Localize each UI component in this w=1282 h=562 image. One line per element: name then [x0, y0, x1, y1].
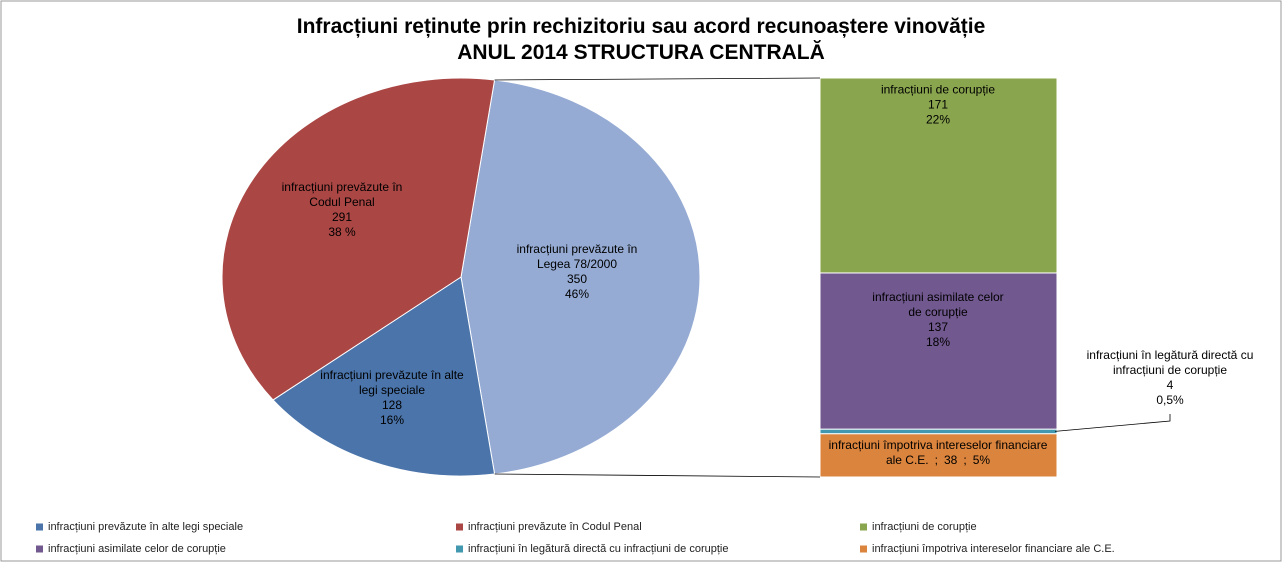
connector	[494, 473, 821, 478]
legend-swatch	[456, 545, 463, 553]
pie-slice	[460, 79, 701, 475]
legend-label: infracțiuni prevăzute în alte legi speci…	[48, 521, 243, 533]
label-separator: ;	[934, 453, 938, 467]
label-percent: 22%	[925, 112, 951, 127]
chart-subtitle: ANUL 2014 STRUCTURA CENTRALĂ	[457, 41, 825, 64]
data-label: infracțiuni de corupție 171 22%	[828, 83, 1048, 128]
connector	[494, 77, 821, 81]
leader-line	[1054, 414, 1171, 432]
label-value: 4	[1166, 378, 1174, 392]
data-label: infracțiuni prevăzute în alte legi speci…	[317, 368, 467, 428]
data-label: infracțiuni împotriva intereselor financ…	[823, 438, 1053, 468]
bar-segment	[819, 272, 1058, 430]
bar-segment	[819, 428, 1058, 435]
label-name: infracțiuni prevăzute în Codul Penal	[281, 180, 403, 209]
data-label: infracțiuni asimilate celor de corupție 1…	[868, 290, 1008, 350]
label-value: 350	[566, 272, 588, 286]
label-value: 171	[927, 97, 949, 112]
label-percent: 0,5%	[1156, 393, 1184, 407]
data-label: infracțiuni prevăzute în Legea 78/2000 35…	[502, 242, 652, 302]
label-value: 137	[927, 320, 949, 334]
legend-label: infracțiuni prevăzute în Codul Penal	[468, 521, 642, 533]
bar-segment	[819, 77, 1058, 274]
label-percent: 18%	[925, 335, 951, 349]
label-name: infracțiuni împotriva intereselor financ…	[828, 438, 1048, 467]
label-value: 38	[943, 453, 958, 467]
legend-label: infracțiuni de corupție	[872, 521, 977, 533]
legend-swatch	[456, 523, 463, 531]
label-separator: ;	[963, 453, 967, 467]
label-percent: 46%	[564, 287, 590, 301]
legend-label: infracțiuni în legătură directă cu infra…	[468, 543, 728, 555]
pie-slice	[272, 276, 496, 477]
legend-label: infracțiuni împotriva intereselor financ…	[872, 543, 1115, 555]
legend-swatch	[860, 545, 867, 553]
pie-slice	[221, 77, 496, 401]
label-name: infracțiuni în legătură directă cu infra…	[1086, 348, 1254, 377]
legend-swatch	[36, 545, 43, 553]
data-label: infracțiuni în legătură directă cu infra…	[1065, 348, 1275, 408]
legend-label: infracțiuni asimilate celor de corupție	[48, 543, 226, 555]
chart-title: Infracțiuni reținute prin rechizitoriu s…	[297, 15, 986, 38]
label-percent: 5%	[972, 453, 991, 467]
label-name: infracțiuni de corupție	[880, 82, 996, 97]
label-percent: 38 %	[328, 225, 356, 239]
label-name: infracțiuni asimilate celor de corupție	[872, 290, 1004, 319]
legend-swatch	[36, 523, 43, 531]
bar-segment	[819, 433, 1058, 478]
legend-swatch	[860, 523, 867, 531]
label-value: 128	[381, 398, 403, 412]
label-value: 291	[331, 210, 353, 224]
label-percent: 16%	[379, 413, 405, 427]
label-name: infracțiuni prevăzute în alte legi speci…	[320, 368, 464, 397]
data-label: infracțiuni prevăzute în Codul Penal 291 3…	[272, 180, 412, 240]
label-name: infracțiuni prevăzute în Legea 78/2000	[516, 242, 638, 271]
